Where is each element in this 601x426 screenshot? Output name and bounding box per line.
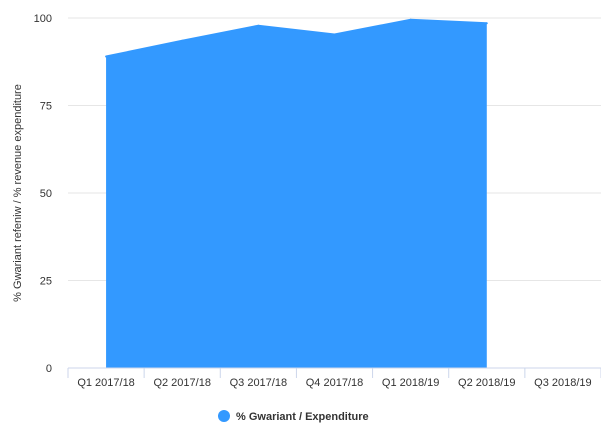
data-point[interactable]: [105, 55, 108, 58]
legend-marker: [218, 410, 230, 422]
x-tick-label: Q1 2017/18: [77, 377, 135, 389]
legend-item[interactable]: % Gwariant / Expenditure: [218, 410, 369, 423]
x-tick-label: Q2 2018/19: [458, 377, 516, 389]
y-axis-title: % Gwariant refeniw / % revenue expenditu…: [12, 84, 24, 302]
y-axis-ticks: 0 25 50 75 100: [34, 13, 52, 375]
legend-label: % Gwariant / Expenditure: [236, 411, 369, 423]
data-point[interactable]: [485, 22, 488, 25]
x-tick-label: Q3 2018/19: [534, 377, 592, 389]
data-point[interactable]: [333, 33, 336, 36]
series-area[interactable]: [106, 19, 487, 368]
x-tick-label: Q1 2018/19: [382, 377, 440, 389]
y-tick-label: 75: [40, 101, 52, 113]
y-tick-label: 50: [40, 188, 52, 200]
x-tick-label: Q3 2017/18: [230, 377, 288, 389]
data-point[interactable]: [181, 39, 184, 42]
y-tick-label: 0: [46, 363, 52, 375]
plot-area: [105, 18, 488, 368]
data-point[interactable]: [257, 24, 260, 27]
x-axis: Q1 2017/18 Q2 2017/18 Q3 2017/18 Q4 2017/18…: [67, 367, 601, 389]
y-tick-label: 25: [40, 276, 52, 288]
series-line: [105, 18, 487, 58]
y-tick-label: 100: [34, 13, 52, 25]
x-tick-label: Q4 2017/18: [306, 377, 364, 389]
data-point[interactable]: [409, 18, 412, 21]
x-tick-label: Q2 2017/18: [153, 377, 211, 389]
